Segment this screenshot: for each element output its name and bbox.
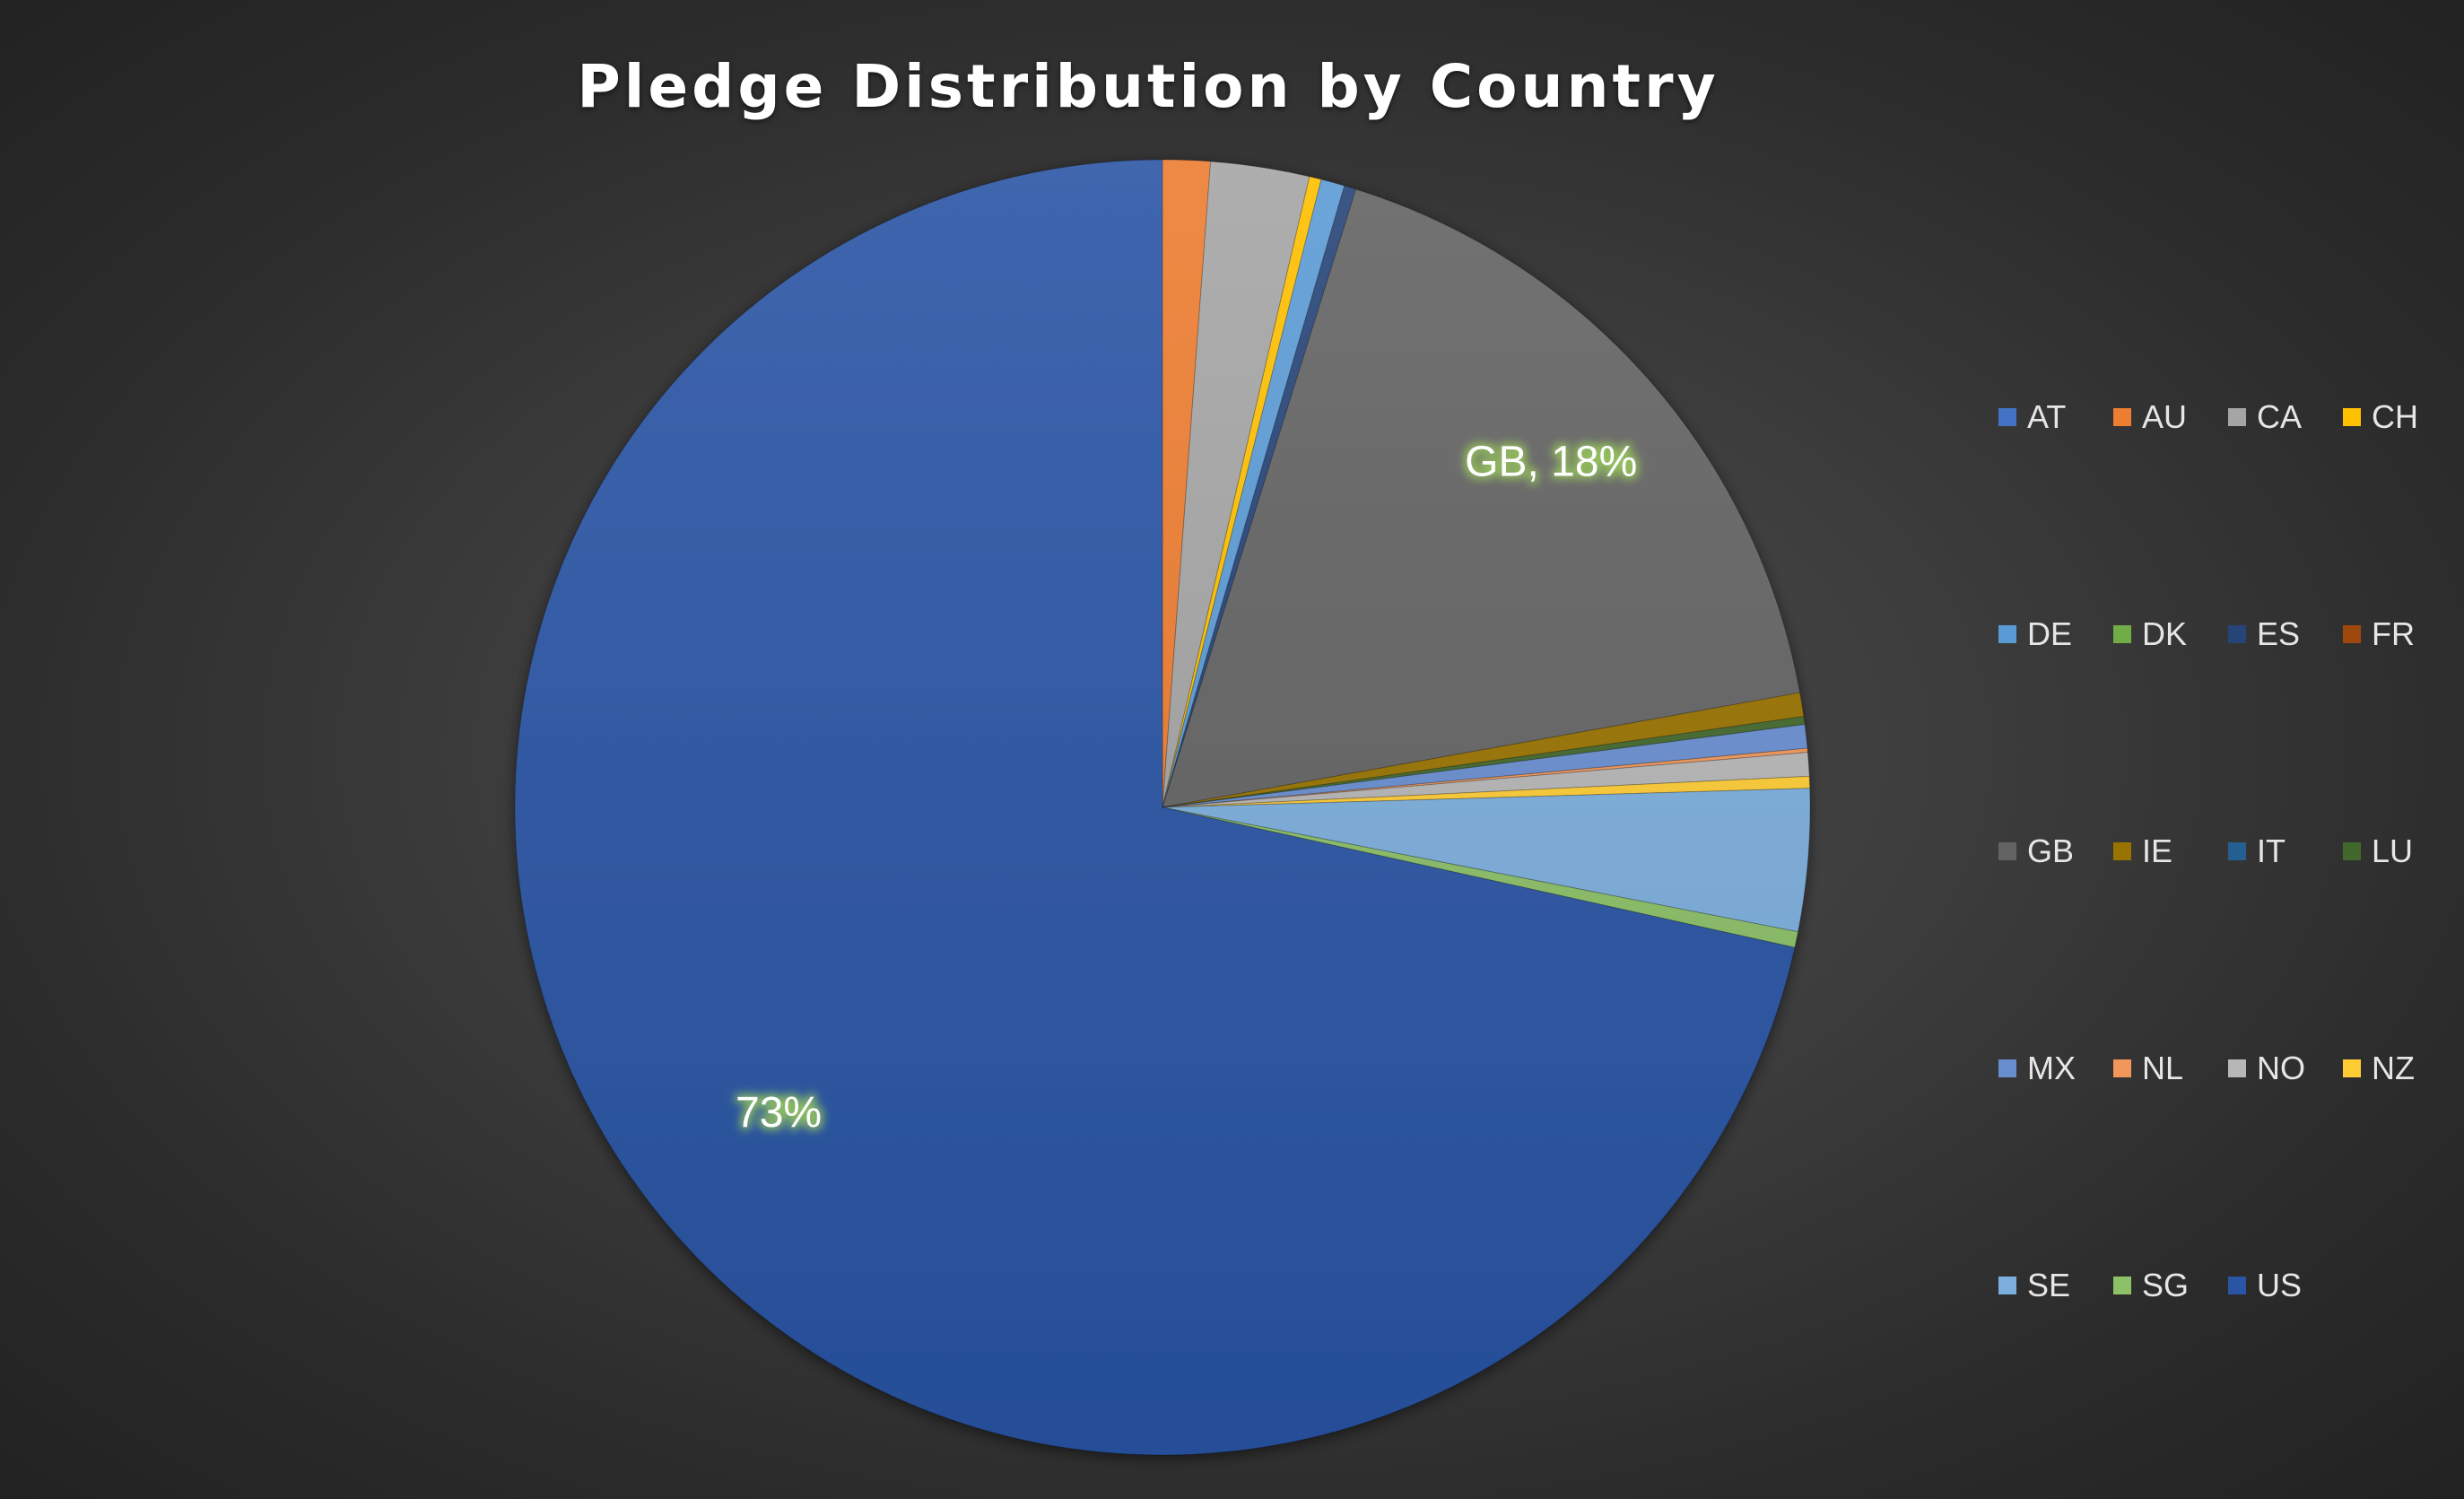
- legend-swatch: [1998, 1277, 2016, 1294]
- legend-item-es[interactable]: ES: [2228, 612, 2300, 657]
- legend-swatch: [2228, 1277, 2246, 1294]
- legend-label: AT: [2027, 398, 2067, 435]
- legend-item-it[interactable]: IT: [2228, 829, 2286, 874]
- legend-swatch: [2113, 625, 2131, 643]
- legend-item-no[interactable]: NO: [2228, 1046, 2305, 1091]
- legend-label: SE: [2027, 1267, 2071, 1303]
- legend-label: NL: [2142, 1050, 2184, 1086]
- legend-item-se[interactable]: SE: [1998, 1263, 2070, 1308]
- legend-row: SE SG US: [1998, 1263, 2447, 1480]
- legend-label: NZ: [2372, 1050, 2415, 1086]
- legend-item-at[interactable]: AT: [1998, 395, 2066, 440]
- legend-item-sg[interactable]: SG: [2113, 1263, 2189, 1308]
- legend-swatch: [2113, 1277, 2131, 1294]
- legend-label: CH: [2372, 398, 2418, 435]
- legend: AT AU CA CH DE DK ES FR GB IE IT LU MX NL NO NZ SE SG US: [1998, 395, 2447, 1480]
- legend-label: DE: [2027, 615, 2073, 652]
- data-label-gb: GB, 18%: [1465, 439, 1637, 486]
- legend-label: LU: [2372, 832, 2414, 869]
- legend-label: GB: [2027, 832, 2075, 869]
- legend-label: FR: [2372, 615, 2415, 652]
- legend-swatch: [2113, 408, 2131, 426]
- legend-label: CA: [2257, 398, 2303, 435]
- legend-label: IT: [2257, 832, 2286, 869]
- legend-item-de[interactable]: DE: [1998, 612, 2072, 657]
- legend-swatch: [2343, 408, 2361, 426]
- legend-swatch: [2228, 1059, 2246, 1077]
- legend-label: DK: [2142, 615, 2188, 652]
- legend-item-dk[interactable]: DK: [2113, 612, 2187, 657]
- legend-swatch: [2343, 625, 2361, 643]
- legend-swatch: [1998, 842, 2016, 860]
- legend-item-lu[interactable]: LU: [2343, 829, 2413, 874]
- legend-swatch: [2228, 408, 2246, 426]
- legend-swatch: [2228, 842, 2246, 860]
- legend-item-gb[interactable]: GB: [1998, 829, 2074, 874]
- legend-swatch: [2113, 1059, 2131, 1077]
- legend-swatch: [2343, 1059, 2361, 1077]
- legend-item-ch[interactable]: CH: [2343, 395, 2418, 440]
- legend-item-us[interactable]: US: [2228, 1263, 2302, 1308]
- legend-label: AU: [2142, 398, 2188, 435]
- legend-item-nl[interactable]: NL: [2113, 1046, 2183, 1091]
- legend-swatch: [2343, 842, 2361, 860]
- legend-row: AT AU CA CH: [1998, 395, 2447, 612]
- legend-row: MX NL NO NZ: [1998, 1046, 2447, 1263]
- legend-item-fr[interactable]: FR: [2343, 612, 2415, 657]
- legend-label: IE: [2142, 832, 2173, 869]
- legend-item-ie[interactable]: IE: [2113, 829, 2172, 874]
- data-label-us: 73%: [736, 1089, 822, 1137]
- legend-item-au[interactable]: AU: [2113, 395, 2187, 440]
- legend-label: US: [2257, 1267, 2303, 1303]
- legend-swatch: [1998, 1059, 2016, 1077]
- legend-row: DE DK ES FR: [1998, 612, 2447, 829]
- legend-item-mx[interactable]: MX: [1998, 1046, 2076, 1091]
- legend-swatch: [1998, 408, 2016, 426]
- legend-item-nz[interactable]: NZ: [2343, 1046, 2415, 1091]
- legend-label: ES: [2257, 615, 2301, 652]
- legend-swatch: [2113, 842, 2131, 860]
- legend-row: GB IE IT LU: [1998, 829, 2447, 1046]
- legend-swatch: [2228, 625, 2246, 643]
- legend-item-ca[interactable]: CA: [2228, 395, 2302, 440]
- legend-swatch: [1998, 625, 2016, 643]
- legend-label: MX: [2027, 1050, 2076, 1086]
- legend-label: SG: [2142, 1267, 2190, 1303]
- legend-label: NO: [2257, 1050, 2305, 1086]
- chart-title: Pledge Distribution by Country: [577, 52, 1720, 121]
